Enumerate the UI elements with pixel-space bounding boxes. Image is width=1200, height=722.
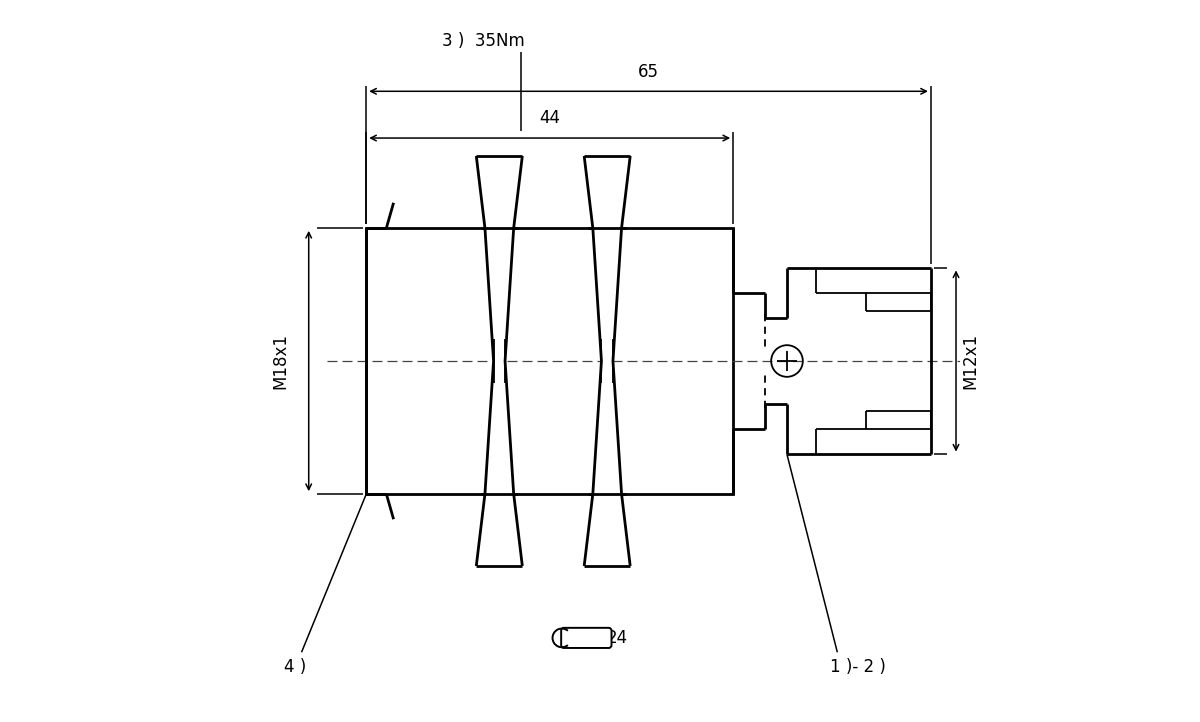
Text: M18x1: M18x1 bbox=[271, 333, 289, 389]
Text: 44: 44 bbox=[539, 109, 560, 127]
Text: 3 )  35Nm: 3 ) 35Nm bbox=[442, 32, 524, 50]
Text: 65: 65 bbox=[638, 63, 659, 81]
Bar bbox=[366, 228, 733, 494]
Polygon shape bbox=[476, 156, 522, 566]
Polygon shape bbox=[584, 156, 630, 566]
FancyBboxPatch shape bbox=[562, 628, 612, 648]
Text: 1 )- 2 ): 1 )- 2 ) bbox=[830, 658, 886, 676]
Text: M12x1: M12x1 bbox=[961, 333, 979, 389]
Text: 24: 24 bbox=[607, 629, 629, 647]
Text: 4 ): 4 ) bbox=[283, 658, 306, 676]
